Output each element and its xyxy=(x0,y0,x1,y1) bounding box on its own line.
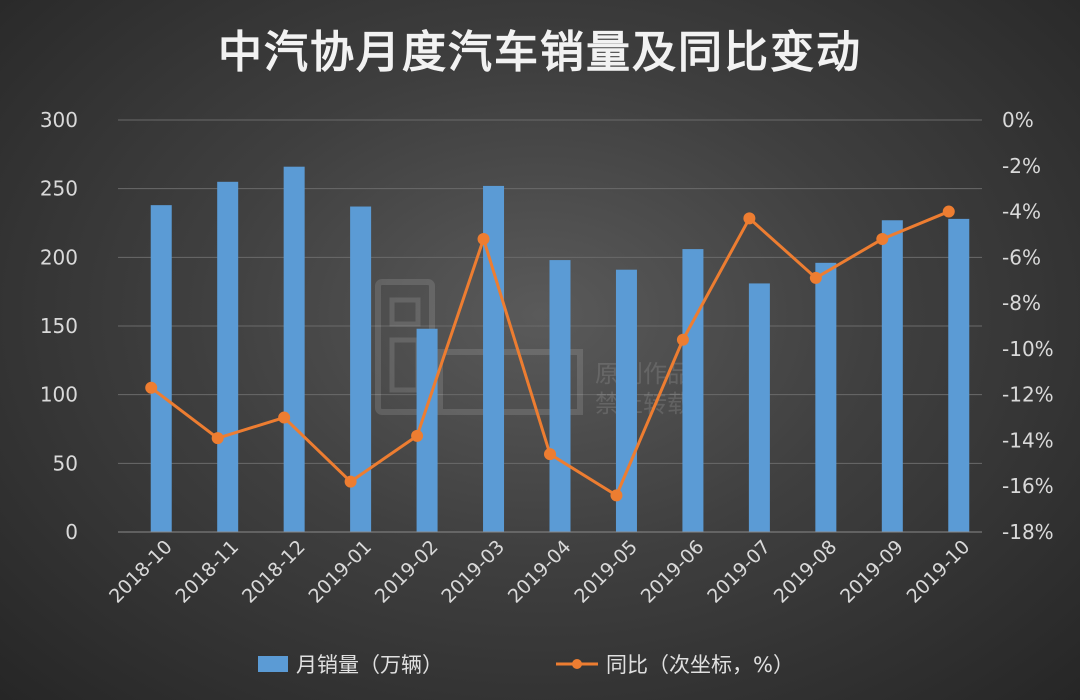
x-tick-label: 2019-03 xyxy=(437,536,509,608)
bar-2019-05 xyxy=(615,269,637,532)
legend-line-label: 同比（次坐标，%） xyxy=(606,653,794,677)
x-tick-label: 2019-08 xyxy=(770,536,842,608)
y-left-tick-label: 150 xyxy=(40,314,78,338)
x-tick-label: 2018-10 xyxy=(105,536,177,608)
bar-2019-06 xyxy=(682,249,704,533)
legend: 月销量（万辆） 同比（次坐标，%） xyxy=(258,653,794,677)
y-left-tick-label: 250 xyxy=(40,177,78,201)
x-tick-label: 2019-01 xyxy=(304,536,376,608)
y-right-tick-label: -16% xyxy=(1002,474,1054,498)
x-tick-label: 2018-12 xyxy=(238,536,310,608)
bar-2019-09 xyxy=(881,220,903,532)
line-point-2018-12 xyxy=(278,411,291,424)
x-tick-label: 2019-02 xyxy=(371,536,443,608)
line-point-2019-07 xyxy=(743,212,756,225)
y-right-tick-label: -4% xyxy=(1002,200,1041,224)
legend-bar-label: 月销量（万辆） xyxy=(296,653,443,677)
line-point-2019-01 xyxy=(344,475,357,488)
x-tick-label: 2019-07 xyxy=(703,536,775,608)
bar-2019-02 xyxy=(416,328,438,532)
x-tick-label: 2019-06 xyxy=(637,536,709,608)
bar-2019-10 xyxy=(948,218,970,532)
x-tick-label: 2019-10 xyxy=(903,536,975,608)
legend-line-marker xyxy=(572,659,582,669)
line-point-2019-05 xyxy=(610,489,623,502)
y-right-tick-label: -14% xyxy=(1002,428,1054,452)
line-point-2018-11 xyxy=(211,432,224,445)
line-point-2019-06 xyxy=(676,333,689,346)
x-tick-label: 2018-11 xyxy=(172,536,244,608)
legend-bar-swatch xyxy=(258,656,288,672)
y-left-tick-label: 100 xyxy=(40,383,78,407)
y-right-tick-label: -10% xyxy=(1002,337,1054,361)
line-series xyxy=(145,205,955,502)
bar-2019-04 xyxy=(549,260,571,532)
y-left-tick-label: 0 xyxy=(65,520,78,544)
x-tick-label: 2019-09 xyxy=(836,536,908,608)
watermark-line2: 禁止转载 xyxy=(595,390,691,418)
y-right-tick-label: -8% xyxy=(1002,291,1041,315)
y-right-tick-label: -2% xyxy=(1002,154,1041,178)
watermark-line1: 原创作品 xyxy=(595,360,691,388)
line-point-2019-09 xyxy=(876,233,889,246)
line-point-2019-08 xyxy=(809,271,822,284)
bar-series xyxy=(150,166,970,533)
bar-2019-07 xyxy=(748,283,770,532)
chart-title: 中汽协月度汽车销量及同比变动 xyxy=(218,27,862,78)
line-point-2019-10 xyxy=(942,205,955,218)
line-point-2018-10 xyxy=(145,381,158,394)
line-point-2019-04 xyxy=(544,448,556,461)
bar-2019-01 xyxy=(350,206,372,532)
bar-2018-10 xyxy=(150,205,172,532)
y-right-tick-label: -6% xyxy=(1002,245,1041,269)
y-axis-right: 0% -2% -4% -6% -8% -10% -12% -14% -16% -18% xyxy=(1002,108,1054,544)
y-left-tick-label: 50 xyxy=(53,451,78,475)
x-tick-label: 2019-04 xyxy=(504,536,576,608)
bar-2018-12 xyxy=(283,166,305,532)
watermark-logo: 原创作品 禁止转载 xyxy=(375,279,691,418)
bar-2018-11 xyxy=(217,181,239,533)
bar-2019-03 xyxy=(483,185,505,533)
bar-2019-08 xyxy=(815,262,837,532)
y-left-tick-label: 200 xyxy=(40,245,78,269)
y-right-tick-label: -18% xyxy=(1002,520,1054,544)
y-right-tick-label: -12% xyxy=(1002,383,1054,407)
x-axis: 2018-102018-112018-122019-012019-022019-… xyxy=(105,531,982,608)
y-axis-left: 0 50 100 150 200 250 300 xyxy=(40,108,78,544)
y-left-tick-label: 300 xyxy=(40,108,78,132)
line-point-2019-03 xyxy=(477,233,490,246)
y-right-tick-label: 0% xyxy=(1002,108,1034,132)
line-point-2019-02 xyxy=(411,429,424,442)
x-tick-label: 2019-05 xyxy=(570,536,642,608)
